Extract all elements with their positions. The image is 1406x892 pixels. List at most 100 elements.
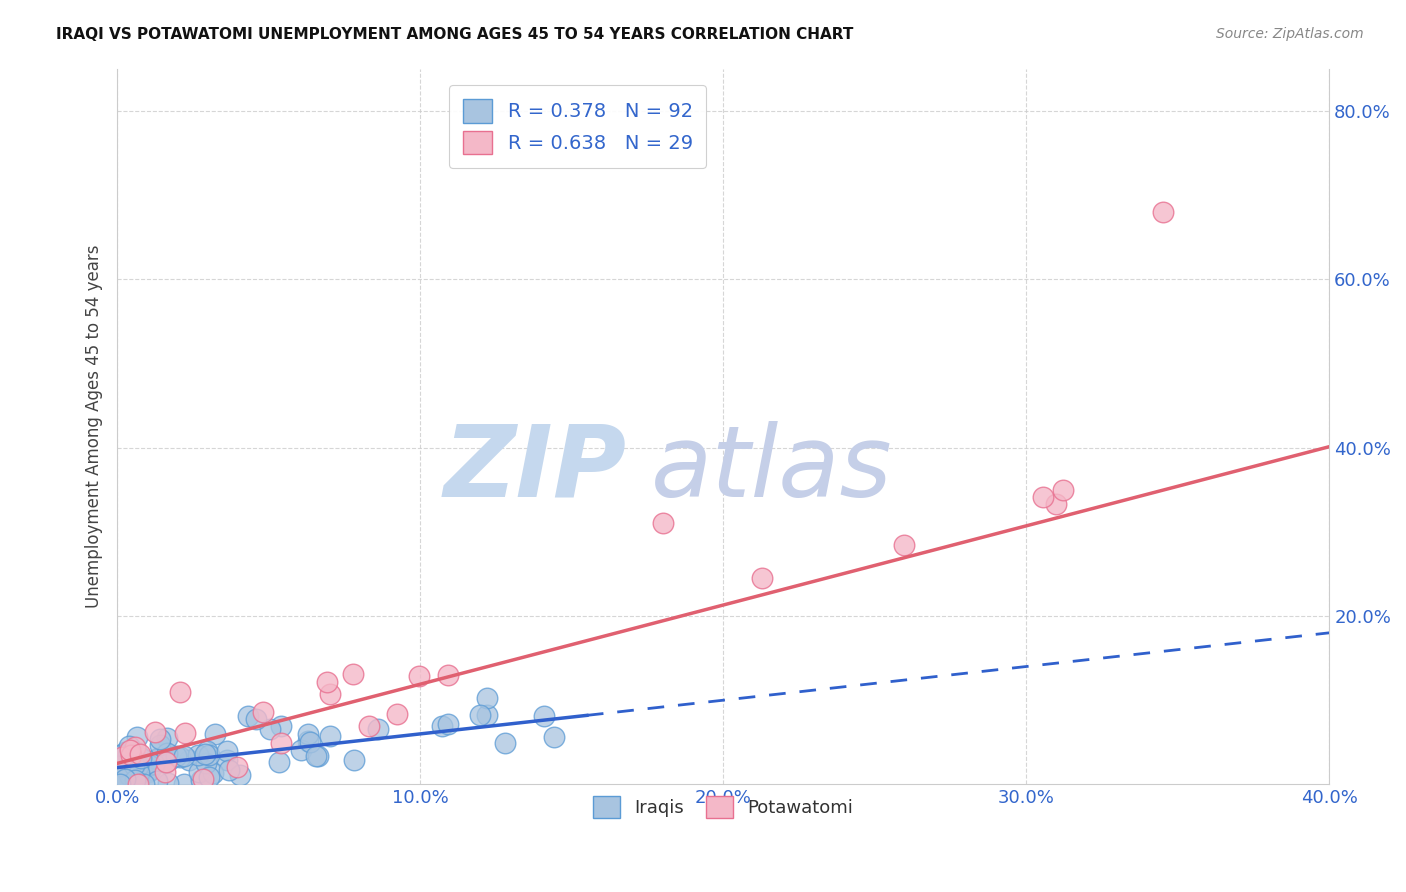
Point — [117, 772, 139, 786]
Point — [111, 757, 134, 772]
Point — [115, 747, 138, 761]
Point — [215, 753, 238, 767]
Point — [125, 750, 148, 764]
Point — [110, 747, 132, 762]
Point — [173, 776, 195, 790]
Point — [319, 729, 342, 743]
Point — [194, 756, 217, 770]
Point — [652, 516, 675, 531]
Point — [117, 767, 139, 781]
Point — [270, 719, 292, 733]
Y-axis label: Unemployment Among Ages 45 to 54 years: Unemployment Among Ages 45 to 54 years — [86, 244, 103, 608]
Point — [218, 763, 240, 777]
Point — [124, 739, 146, 754]
Point — [118, 755, 141, 769]
Point — [893, 538, 915, 552]
Point — [194, 747, 217, 762]
Point — [157, 776, 180, 790]
Point — [114, 745, 136, 759]
Point — [110, 765, 132, 780]
Point — [385, 706, 408, 721]
Point — [138, 758, 160, 772]
Point — [187, 765, 209, 780]
Point — [131, 763, 153, 777]
Point — [408, 668, 430, 682]
Point — [124, 772, 146, 787]
Point — [165, 749, 187, 764]
Point — [110, 764, 132, 778]
Point — [319, 687, 342, 701]
Point — [124, 757, 146, 772]
Point — [305, 749, 328, 764]
Point — [120, 748, 142, 763]
Point — [432, 719, 454, 733]
Point — [297, 734, 319, 748]
Point — [118, 743, 141, 757]
Point — [110, 776, 132, 790]
Point — [143, 756, 166, 771]
Point — [153, 765, 176, 780]
Point — [173, 749, 195, 764]
Point — [117, 747, 139, 762]
Point — [193, 772, 215, 787]
Point — [1052, 483, 1074, 497]
Point — [156, 754, 179, 768]
Point — [118, 768, 141, 782]
Point — [477, 691, 499, 706]
Point — [128, 747, 150, 761]
Point — [149, 732, 172, 747]
Point — [129, 750, 152, 764]
Point — [146, 773, 169, 788]
Point — [229, 768, 252, 782]
Point — [127, 776, 149, 790]
Legend: Iraqis, Potawatomi: Iraqis, Potawatomi — [586, 789, 860, 825]
Point — [111, 749, 134, 764]
Point — [316, 674, 339, 689]
Point — [111, 775, 134, 789]
Point — [120, 767, 142, 781]
Point — [494, 736, 516, 750]
Point — [342, 753, 364, 767]
Point — [533, 709, 555, 723]
Point — [202, 766, 225, 780]
Point — [112, 776, 135, 790]
Point — [139, 763, 162, 777]
Point — [156, 731, 179, 746]
Point — [252, 706, 274, 720]
Point — [475, 707, 498, 722]
Point — [437, 668, 460, 682]
Text: IRAQI VS POTAWATOMI UNEMPLOYMENT AMONG AGES 45 TO 54 YEARS CORRELATION CHART: IRAQI VS POTAWATOMI UNEMPLOYMENT AMONG A… — [56, 27, 853, 42]
Point — [155, 755, 177, 769]
Point — [125, 744, 148, 758]
Point — [169, 749, 191, 764]
Point — [155, 755, 177, 769]
Point — [367, 722, 389, 736]
Point — [245, 712, 267, 726]
Point — [115, 776, 138, 790]
Point — [156, 746, 179, 760]
Point — [298, 735, 321, 749]
Point — [117, 765, 139, 780]
Point — [110, 759, 132, 773]
Point — [1152, 204, 1174, 219]
Text: Source: ZipAtlas.com: Source: ZipAtlas.com — [1216, 27, 1364, 41]
Point — [136, 765, 159, 780]
Point — [751, 571, 773, 585]
Point — [128, 765, 150, 780]
Point — [198, 770, 221, 784]
Text: atlas: atlas — [651, 421, 893, 518]
Point — [118, 739, 141, 754]
Point — [269, 755, 291, 769]
Point — [127, 759, 149, 773]
Point — [198, 747, 221, 762]
Point — [543, 730, 565, 744]
Point — [297, 727, 319, 741]
Point — [187, 748, 209, 763]
Point — [132, 752, 155, 766]
Point — [177, 753, 200, 767]
Point — [145, 724, 167, 739]
Point — [132, 776, 155, 790]
Point — [1045, 497, 1067, 511]
Point — [437, 716, 460, 731]
Point — [114, 772, 136, 786]
